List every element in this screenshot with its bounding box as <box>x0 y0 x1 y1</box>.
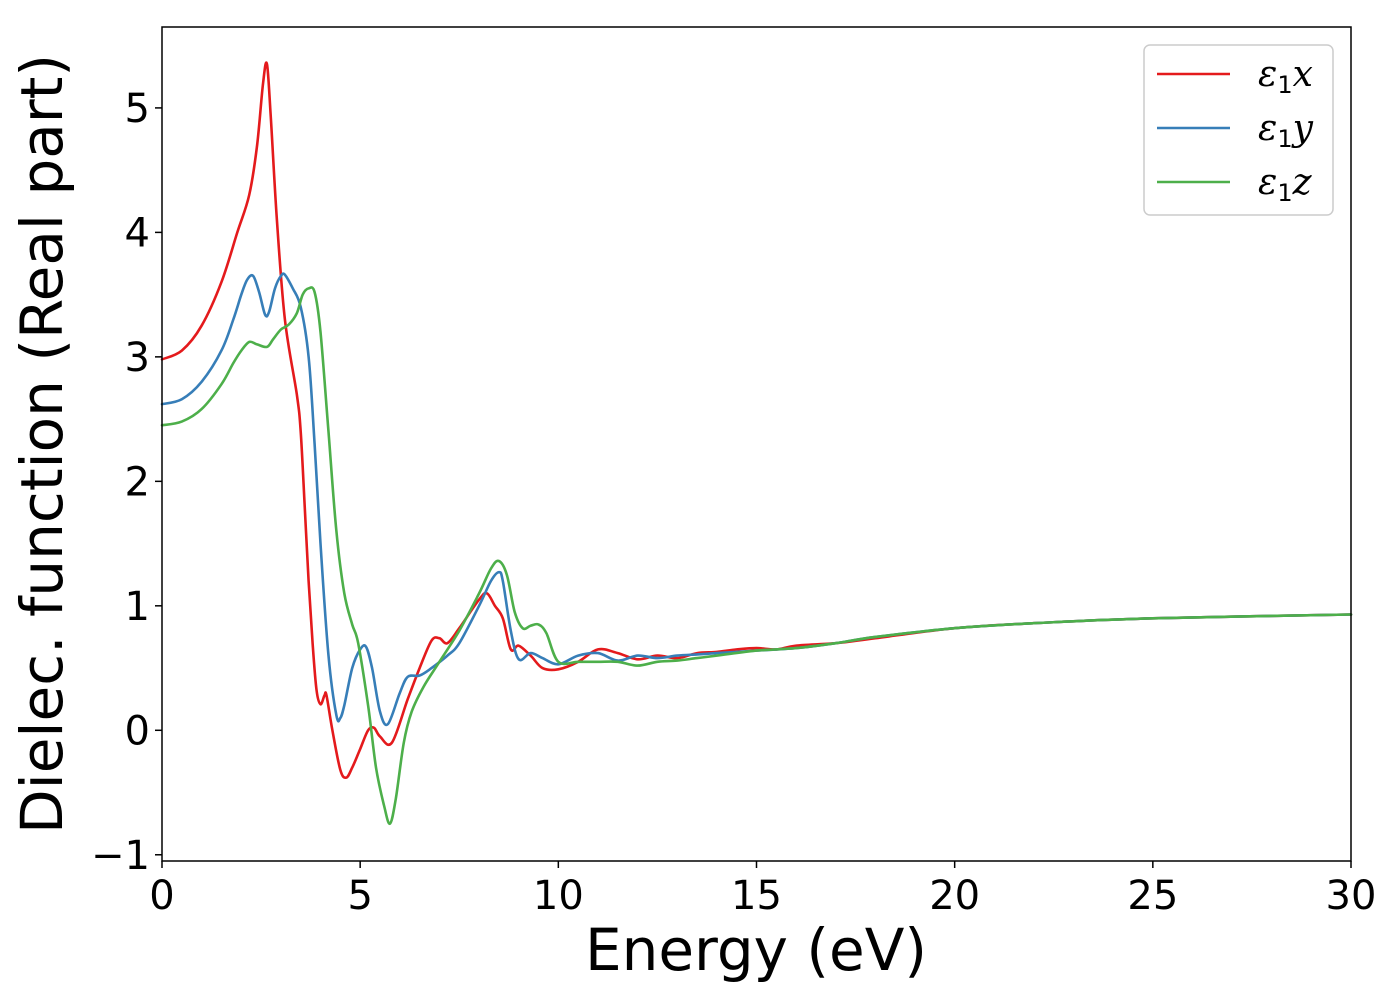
y-axis-label: Dielec. function (Real part) <box>8 54 76 834</box>
legend-label-z: ε1z <box>1258 162 1313 207</box>
x-axis: 0 5 10 15 20 25 30 <box>149 861 1376 919</box>
series-line-x <box>160 61 1353 780</box>
x-tick-label: 15 <box>731 873 782 919</box>
legend-label-y: ε1y <box>1258 108 1314 153</box>
y-tick-label: 1 <box>125 584 150 630</box>
x-tick-label: 0 <box>149 873 174 919</box>
series-line-z <box>160 286 1353 826</box>
series-line-y <box>160 272 1353 727</box>
y-tick-label: 5 <box>125 86 150 132</box>
x-tick-label: 20 <box>929 873 980 919</box>
x-tick-label: 25 <box>1127 873 1178 919</box>
y-tick-label: 3 <box>125 335 150 381</box>
y-tick-label: 0 <box>125 708 150 754</box>
x-axis-label: Energy (eV) <box>585 916 927 984</box>
y-tick-label: −1 <box>91 833 150 879</box>
y-tick-label: 4 <box>125 210 150 256</box>
x-tick-label: 5 <box>347 873 372 919</box>
legend: ε1x ε1y ε1z <box>1143 44 1334 216</box>
y-tick-label: 2 <box>125 459 150 505</box>
x-tick-label: 30 <box>1326 873 1377 919</box>
plot-area <box>160 61 1353 826</box>
legend-label-x: ε1x <box>1258 54 1313 99</box>
legend-box <box>1143 44 1334 216</box>
x-tick-label: 10 <box>533 873 584 919</box>
y-axis: −1 0 1 2 3 4 5 <box>91 86 162 879</box>
